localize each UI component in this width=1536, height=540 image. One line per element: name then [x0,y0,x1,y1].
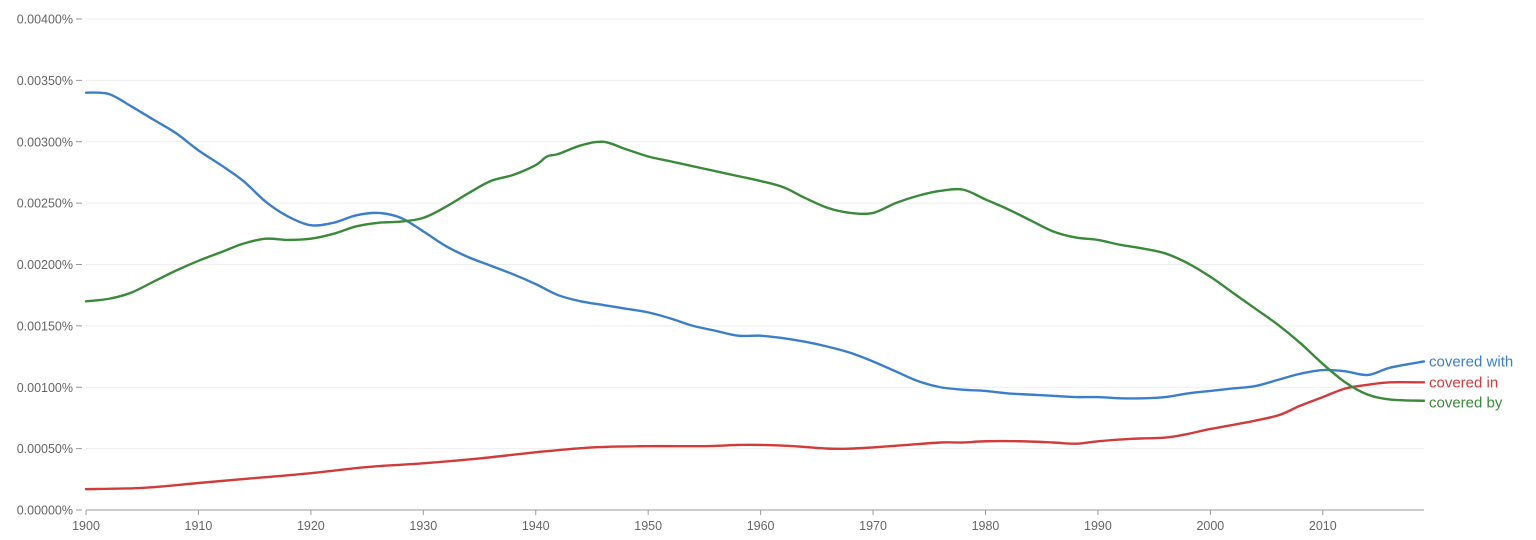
x-tick-label: 1930 [409,519,437,533]
y-tick-label: 0.00150% [17,319,73,333]
y-tick-label: 0.00350% [17,74,73,88]
x-tick-label: 1900 [72,519,100,533]
x-tick-label: 1920 [297,519,325,533]
y-tick-label: 0.00000% [17,504,73,518]
x-tick-label: 1980 [972,519,1000,533]
x-tick-label: 1940 [522,519,550,533]
series-line-covered-with[interactable] [84,91,1426,400]
x-tick-label: 2010 [1309,519,1337,533]
series-line-covered-in[interactable] [84,380,1426,491]
series-label-covered-in: covered in [1429,374,1498,391]
x-tick-label: 1960 [747,519,775,533]
series-label-covered-by: covered by [1429,394,1503,411]
y-tick-label: 0.00400% [17,13,73,27]
series-labels: covered with covered in covered by [1429,353,1513,411]
x-tick-label: 1970 [859,519,887,533]
y-tick-label: 0.00100% [17,381,73,395]
axes: 0.00000% 0.00050% 0.00100% 0.00150% 0.00200%… [17,13,1424,533]
series-line-covered-by[interactable] [84,140,1426,402]
y-tick-label: 0.00200% [17,258,73,272]
x-tick-label: 1990 [1084,519,1112,533]
series-label-covered-with: covered with [1429,353,1513,370]
y-tick-label: 0.00250% [17,197,73,211]
y-tick-label: 0.00300% [17,135,73,149]
x-tick-label: 1910 [185,519,213,533]
gridlines [86,18,1424,450]
x-tick-label: 1950 [634,519,662,533]
x-tick-label: 2000 [1196,519,1224,533]
series-lines [84,91,1426,491]
y-tick-label: 0.00050% [17,442,73,456]
